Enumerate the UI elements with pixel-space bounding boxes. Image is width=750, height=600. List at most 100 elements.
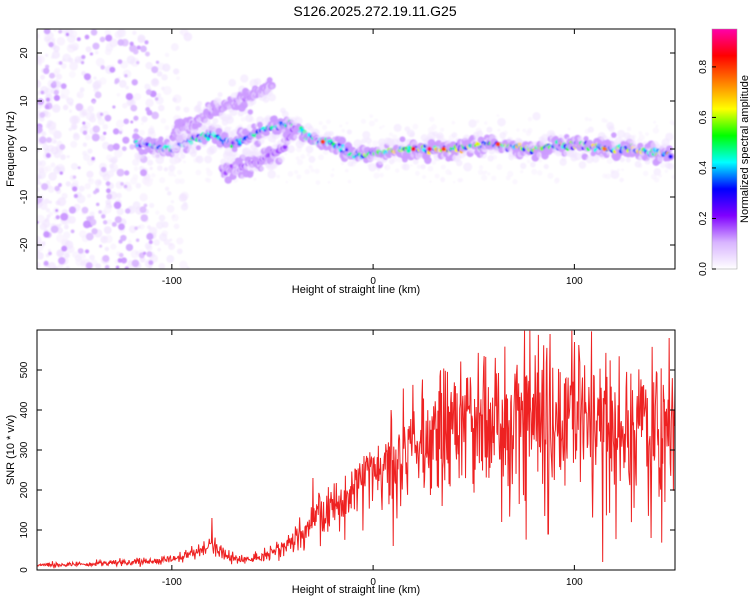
- spectrogram-cell: [95, 202, 100, 207]
- spectrogram-cell: [102, 220, 108, 225]
- spectrogram-cell: [388, 158, 395, 165]
- spectrogram-cell: [128, 99, 136, 107]
- spectrogram-cell: [379, 126, 383, 130]
- spectrogram-cell: [650, 173, 657, 180]
- spectrogram-cell: [601, 117, 607, 123]
- spectrogram-cell: [139, 256, 146, 263]
- spectrogram-cell: [59, 144, 66, 150]
- spectrogram-cell: [158, 262, 166, 269]
- spectrogram-cell: [540, 133, 550, 143]
- spectrogram-cell: [47, 248, 51, 252]
- spectrogram-cell: [108, 38, 118, 48]
- spectrogram-cell: [396, 157, 403, 163]
- spectrogram-cell: [476, 130, 484, 138]
- spectrogram-cell: [61, 58, 66, 62]
- spectrogram-cell: [37, 98, 45, 106]
- spectrogram-cell: [161, 74, 168, 81]
- spectrogram-cell: [56, 234, 65, 243]
- spectrogram-cell: [40, 74, 46, 80]
- spectrogram-cell: [68, 127, 73, 132]
- spectrogram-cell: [119, 252, 124, 258]
- spectrogram-cell: [117, 39, 125, 46]
- spectrogram-cell: [169, 238, 173, 242]
- spectrogram-cell: [93, 84, 99, 90]
- spectrogram-cell: [65, 32, 70, 37]
- spectrogram-cell: [429, 116, 435, 123]
- spectrogram-cell: [174, 157, 180, 163]
- spectrogram-cell: [48, 261, 56, 269]
- snr-ytick-label: 200: [19, 481, 30, 498]
- spectrogram-cell: [61, 63, 67, 69]
- spectrogram-cell: [203, 118, 211, 126]
- spectrogram-cell: [665, 132, 674, 142]
- spectrogram-cell: [131, 259, 140, 268]
- spectrogram-cell: [147, 159, 154, 166]
- spectrogram-cell: [87, 193, 92, 198]
- spectrogram-cell: [127, 239, 132, 244]
- spectrogram-cell: [37, 33, 40, 39]
- spectrogram-cell: [136, 61, 140, 65]
- spectrogram-cell: [266, 77, 273, 83]
- spectrogram-cell: [83, 220, 91, 229]
- spectrogram-cell: [177, 169, 183, 175]
- spectrogram-cell: [578, 161, 587, 169]
- spectrogram-cell: [168, 243, 176, 251]
- spectrogram-cell: [527, 127, 533, 134]
- spectrogram-cell: [434, 173, 440, 179]
- spectrogram-cell: [82, 130, 88, 135]
- spectrogram-cell: [257, 137, 265, 145]
- spectrogram-cell: [99, 112, 104, 116]
- spectrogram-cell: [146, 251, 153, 258]
- spectrogram-cell: [105, 181, 111, 186]
- spectrogram-cell: [140, 169, 147, 177]
- spectrogram-cell: [668, 154, 673, 159]
- spectrogram-cell: [68, 206, 77, 214]
- spectrogram-cell: [129, 41, 134, 46]
- spectrogram-cell: [113, 148, 123, 158]
- spectrogram-cell: [164, 125, 170, 131]
- spectrogram-cell: [245, 114, 254, 123]
- spectrogram-cell: [106, 188, 111, 194]
- spectrogram-cell: [85, 232, 94, 241]
- spectrogram-cell: [110, 156, 118, 164]
- spectrogram-cell: [63, 251, 70, 258]
- spectrogram-cell: [81, 54, 86, 60]
- spectrogram-cell: [63, 104, 69, 110]
- spectrogram-cell: [117, 258, 123, 263]
- spectrogram-cell: [95, 57, 105, 67]
- snr-ytick-label: 0: [19, 567, 30, 573]
- spectrogram-cell: [536, 170, 543, 176]
- spectrogram-cell: [69, 115, 79, 125]
- spectrogram-cell: [147, 127, 155, 135]
- spectrogram-cell: [497, 128, 501, 132]
- spectrogram-cell: [151, 111, 159, 120]
- spectrogram-cell: [135, 238, 140, 243]
- spectrogram-cell: [163, 167, 169, 172]
- spectrogram-cell: [106, 42, 110, 46]
- spectrogram-cell: [487, 155, 494, 162]
- spectrogram-cell: [626, 126, 632, 132]
- spectrogram-cell: [94, 179, 102, 187]
- spectrogram-cell: [257, 121, 263, 128]
- spectrogram-cell: [145, 89, 152, 96]
- spectrogram-cell: [70, 162, 79, 170]
- spectrogram-cell: [175, 133, 185, 143]
- spectrogram-cell: [495, 142, 501, 147]
- spectrogram-cell: [57, 263, 64, 269]
- spectrogram-cell: [481, 174, 488, 181]
- spectrogram-cell: [660, 162, 666, 169]
- spectrogram-cell: [107, 144, 115, 152]
- spectrogram-cell: [74, 58, 79, 63]
- spectrogram-cell: [146, 232, 154, 241]
- spectrogram-cell: [150, 78, 160, 87]
- spectrogram-cell: [207, 123, 216, 131]
- spectrogram-cell: [176, 248, 183, 255]
- spectrogram-cell: [145, 107, 150, 112]
- spectrogram-cell: [328, 130, 334, 137]
- spectrogram-cell: [90, 215, 95, 220]
- spectrogram-cell: [608, 125, 615, 133]
- spectrogram-cell: [665, 145, 673, 153]
- spectrogram-cell: [50, 174, 55, 179]
- spectrogram-cell: [585, 155, 594, 164]
